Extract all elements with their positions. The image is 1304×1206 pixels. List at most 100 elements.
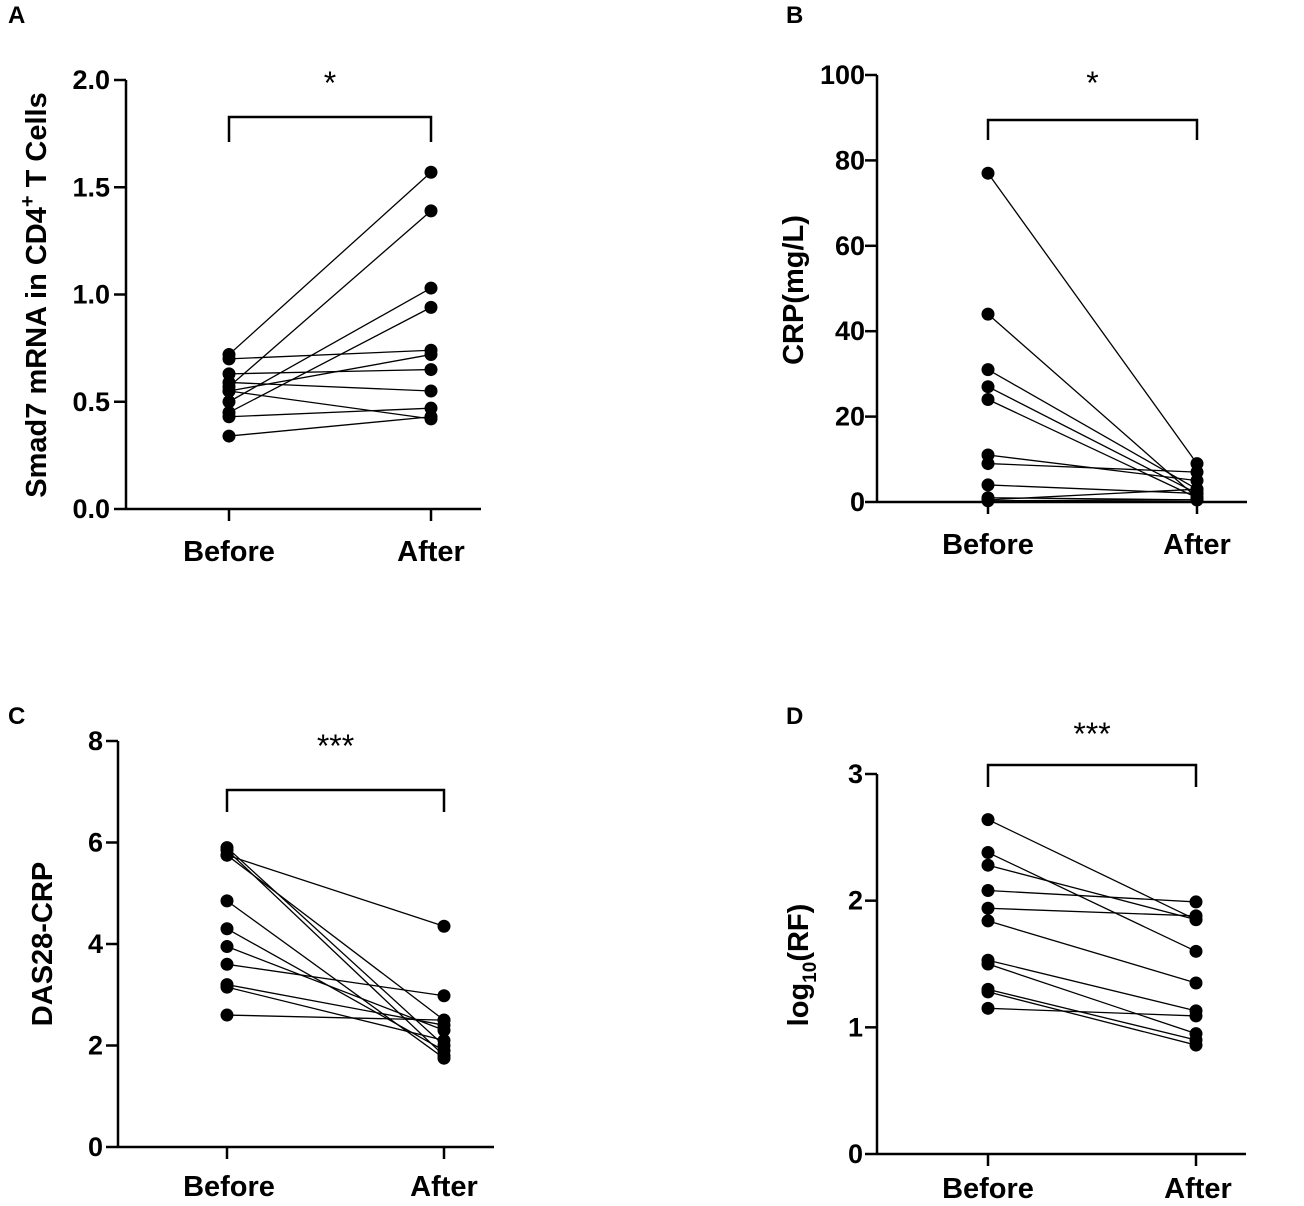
point-after-10 [437,1013,451,1027]
point-before-1 [981,166,995,180]
point-after-5 [437,1044,451,1058]
pair-line-7 [987,959,1197,1012]
y-tick-label: 0.0 [72,494,110,524]
pair-line-1 [228,171,432,356]
point-before-7 [981,457,995,471]
pair-line-1 [987,172,1198,464]
y-axis-label-suffix: T Cells [21,92,53,195]
significance-bracket [986,118,1199,140]
point-after-10 [1190,482,1204,496]
point-before-2 [981,307,995,321]
pair-line-3 [228,368,432,375]
point-before-2 [222,352,236,366]
point-before-8 [981,478,995,492]
point-after-11 [424,410,438,424]
point-after-4 [1189,895,1203,909]
y-tick-label: 1.0 [72,280,110,310]
pair-line-6 [987,920,1197,984]
y-tick-label: 2.0 [72,65,110,95]
point-before-8 [981,957,995,971]
significance-bracket [225,788,446,812]
point-after-6 [1189,976,1203,990]
y-tick-label: 20 [835,402,865,432]
y-tick-label: 2 [88,1031,103,1061]
y-axis-label-suffix: (RF) [783,904,815,962]
point-after-6 [424,348,438,362]
y-tick-label: 0.5 [72,387,110,417]
panel-a: A 0.0 0.5 1.0 1.5 2.0 Before After Smad7 mRNA in… [8,2,481,568]
y-tick-label: 6 [88,828,103,858]
y-axis-label: CRP(mg/L) [778,215,810,365]
pair-line-11 [226,854,445,927]
y-axis-label: log10(RF) [783,904,821,1027]
pair-line-11 [987,1007,1197,1017]
y-tick-label: 0 [850,487,865,517]
point-after-11 [1190,493,1204,507]
point-after-7 [1190,465,1204,479]
pair-line-3 [987,369,1198,490]
y-tick-label: 60 [835,231,865,261]
point-before-6 [220,940,234,954]
point-before-11 [222,429,236,443]
pair-line-8 [987,963,1197,1035]
pair-line-9 [228,407,432,418]
x-tick-label-after: After [1164,1173,1232,1201]
pair-line-10 [226,1014,445,1021]
significance-label: * [1086,65,1098,101]
pair-line-4 [987,386,1198,495]
y-tick-label: 8 [88,726,103,756]
pair-line-11 [228,416,432,437]
x-tick-label-before: Before [942,1173,1034,1201]
pair-line-9 [226,986,445,1042]
y-axis-label-subscript: 10 [800,962,821,983]
pair-line-1 [226,847,445,1046]
point-before-2 [981,846,995,860]
pair-line-8 [228,306,432,414]
point-after-5 [1189,909,1203,923]
pair-line-8 [987,484,1198,495]
point-after-7 [424,281,438,295]
pair-line-3 [987,864,1197,921]
point-before-11 [981,494,995,508]
pair-line-7 [228,287,432,403]
point-after-7 [437,989,451,1003]
y-tick-label: 1.5 [72,172,110,202]
point-before-9 [220,980,234,994]
pair-line-2 [987,851,1197,952]
pair-line-4 [228,381,432,392]
y-axis-label-main: CRP(mg/L) [778,215,810,365]
pair-line-2 [987,313,1198,499]
pair-line-1 [987,819,1197,921]
significance-bracket [986,763,1198,787]
point-before-1 [981,813,995,827]
y-axis-label-superscript: + [17,195,39,207]
y-tick-label: 4 [88,929,103,959]
pair-line-10 [228,390,432,420]
point-before-10 [220,1008,234,1022]
point-after-9 [437,1033,451,1047]
point-before-6 [981,914,995,928]
point-after-10 [1189,1038,1203,1052]
pair-line-5 [987,398,1198,499]
significance-label: * [324,65,336,101]
y-tick-label: 0 [848,1139,863,1169]
pair-line-6 [226,945,445,1031]
x-tick-label-before: Before [183,536,275,568]
point-before-5 [220,922,234,936]
y-tick-label: 40 [835,316,865,346]
point-before-7 [220,957,234,971]
y-tick-label: 2 [848,886,863,916]
y-tick-label: 0 [88,1132,103,1162]
pair-line-6 [228,353,432,392]
point-before-3 [981,363,995,377]
point-before-10 [981,985,995,999]
pair-line-5 [226,928,445,1052]
point-before-10 [222,384,236,398]
y-tick-label: 80 [835,145,865,175]
pair-line-11 [987,499,1198,502]
y-axis-label: DAS28-CRP [27,862,59,1026]
point-after-3 [424,363,438,377]
point-after-11 [437,919,451,933]
